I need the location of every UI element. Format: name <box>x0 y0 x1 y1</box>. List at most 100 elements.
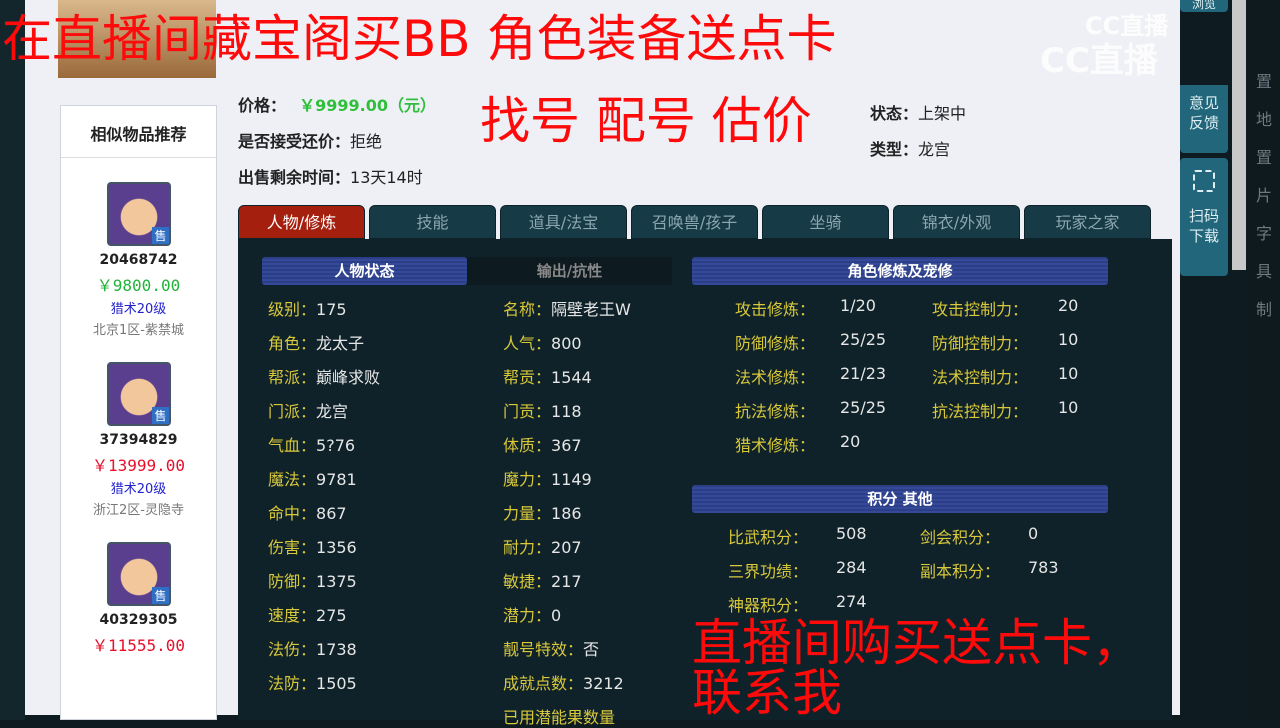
stat-row: 成就点数：3212 <box>503 670 624 694</box>
feedback-label: 意见反馈 <box>1188 94 1219 132</box>
bargain-label: 是否接受还价： <box>238 132 351 151</box>
stat-value: 10 <box>1058 398 1079 417</box>
stat-row: 法伤：1738 <box>268 636 357 660</box>
item-level: 猎术20级 <box>110 482 167 497</box>
bargain-value: 拒绝 <box>350 132 383 151</box>
stat-row: 名称：隔壁老王W <box>503 296 631 320</box>
stat-row: 攻击修炼： 1/20 <box>735 296 876 320</box>
stat-row: 三界功绩： 284 <box>728 558 867 582</box>
tab-2[interactable]: 道具/法宝 <box>500 205 627 239</box>
stat-value: 隔壁老王W <box>551 300 631 319</box>
recommended-item[interactable]: 售 40329305 ￥11555.00 <box>61 542 216 656</box>
scrollbar[interactable] <box>1232 0 1246 270</box>
stat-label: 法术修炼： <box>735 368 816 387</box>
stat-label: 魔法： <box>268 470 317 489</box>
edge-glyph: 地 <box>1255 110 1272 129</box>
stat-value: 20 <box>840 432 861 451</box>
stat-value: 10 <box>1058 364 1079 383</box>
stat-label: 副本积分： <box>920 562 1001 581</box>
stat-label: 防御： <box>268 572 317 591</box>
edge-glyph: 置 <box>1255 72 1272 91</box>
stat-value: 367 <box>551 436 582 455</box>
stat-row: 帮派：巅峰求败 <box>268 364 380 388</box>
browse-button[interactable]: 浏览 <box>1180 0 1228 12</box>
edge-glyph: 字 <box>1255 224 1272 243</box>
recommended-item[interactable]: 售 37394829 ￥13999.00 猎术20级 浙江2区-灵隐寺 <box>61 362 216 518</box>
stat-row: 法防：1505 <box>268 670 357 694</box>
stat-label: 猎术修炼： <box>735 436 816 455</box>
stat-label: 神器积分： <box>728 596 809 615</box>
status-label: 状态： <box>870 104 919 123</box>
stat-value: 龙太子 <box>316 334 365 353</box>
stat-value: 275 <box>316 606 347 625</box>
stat-label: 成就点数： <box>503 674 584 693</box>
item-server: 浙江2区-灵隐寺 <box>93 503 184 518</box>
stat-row: 角色：龙太子 <box>268 330 364 354</box>
stat-row: 攻击控制力： 20 <box>932 296 1078 320</box>
points-header: 积分 其他 <box>692 485 1108 513</box>
stat-value: 巅峰求败 <box>316 368 381 387</box>
tab-1[interactable]: 技能 <box>369 205 496 239</box>
stat-label: 法伤： <box>268 640 317 659</box>
tab-0[interactable]: 人物/修炼 <box>238 205 365 239</box>
scan-icon <box>1193 170 1215 192</box>
stat-value: 186 <box>551 504 582 523</box>
feedback-button[interactable]: 意见反馈 <box>1180 85 1228 153</box>
stat-label: 角色： <box>268 334 317 353</box>
stat-row: 潜力：0 <box>503 602 561 626</box>
tab-3[interactable]: 召唤兽/孩子 <box>631 205 758 239</box>
stat-value: 508 <box>836 524 867 543</box>
tab-5[interactable]: 锦衣/外观 <box>893 205 1020 239</box>
stat-label: 攻击修炼： <box>735 300 816 319</box>
stat-row: 门派：龙宫 <box>268 398 348 422</box>
stat-label: 攻击控制力： <box>932 300 1029 319</box>
overlay-banner-2: 直播间购买送点卡，联系我 <box>692 614 1142 722</box>
stat-value: 25/25 <box>840 398 887 417</box>
stat-label: 敏捷： <box>503 572 552 591</box>
stat-value: 21/23 <box>840 364 887 383</box>
stat-value: 284 <box>836 558 867 577</box>
cc-live-logo-small: CC直播 <box>1085 12 1169 40</box>
stat-value: 10 <box>1058 330 1079 349</box>
remaining-value: 13天14时 <box>350 168 423 187</box>
stat-value: 217 <box>551 572 582 591</box>
stat-label: 伤害： <box>268 538 317 557</box>
stat-row: 防御控制力： 10 <box>932 330 1078 354</box>
stat-label: 防御修炼： <box>735 334 816 353</box>
stat-row: 体质：367 <box>503 432 582 456</box>
stat-row: 猎术修炼： 20 <box>735 432 860 456</box>
detail-tabs: 人物/修炼 技能 道具/法宝 召唤兽/孩子 坐骑 锦衣/外观 玩家之家 <box>238 205 1151 239</box>
recommended-item[interactable]: 售 20468742 ￥9800.00 猎术20级 北京1区-紫禁城 <box>61 182 216 338</box>
item-price: ￥9800.00 <box>96 276 181 295</box>
stat-value: 20 <box>1058 296 1079 315</box>
item-server: 北京1区-紫禁城 <box>93 323 184 338</box>
stat-row: 抗法控制力： 10 <box>932 398 1078 422</box>
stat-row: 神器积分： 274 <box>728 592 867 616</box>
tab-4[interactable]: 坐骑 <box>762 205 889 239</box>
stat-label: 耐力： <box>503 538 552 557</box>
stat-label: 比武积分： <box>728 528 809 547</box>
stat-label: 靓号特效： <box>503 640 584 659</box>
cultivation-header: 角色修炼及宠修 <box>692 257 1108 285</box>
stat-value: 175 <box>316 300 347 319</box>
stat-label: 体质： <box>503 436 552 455</box>
stat-row: 剑会积分： 0 <box>920 524 1038 548</box>
status-value: 上架中 <box>918 104 967 123</box>
similar-items-sidebar: 相似物品推荐 售 20468742 ￥9800.00 猎术20级 北京1区-紫禁城售 37… <box>60 105 217 720</box>
stat-value: 5?76 <box>316 436 356 455</box>
item-avatar[interactable]: 售 <box>106 362 171 426</box>
cc-live-logo-large: CC直播 <box>1040 41 1158 81</box>
stat-value: 0 <box>551 606 562 625</box>
item-avatar[interactable]: 售 <box>106 542 171 606</box>
character-detail-panel: 人物状态 输出/抗性 角色修炼及宠修 积分 其他 级别：175 角色：龙太子 帮派：… <box>238 239 1172 727</box>
item-price: ￥11555.00 <box>91 636 186 655</box>
item-id: 37394829 <box>99 432 178 448</box>
stat-label: 三界功绩： <box>728 562 809 581</box>
tab-output-resist[interactable]: 输出/抗性 <box>467 257 672 285</box>
stat-value: 龙宫 <box>316 402 349 421</box>
tab-6[interactable]: 玩家之家 <box>1024 205 1151 239</box>
item-avatar[interactable]: 售 <box>106 182 171 246</box>
tab-character-status[interactable]: 人物状态 <box>262 257 467 285</box>
browse-label: 浏览 <box>1191 0 1216 11</box>
scan-download-button[interactable]: 扫码下载 <box>1180 158 1228 276</box>
